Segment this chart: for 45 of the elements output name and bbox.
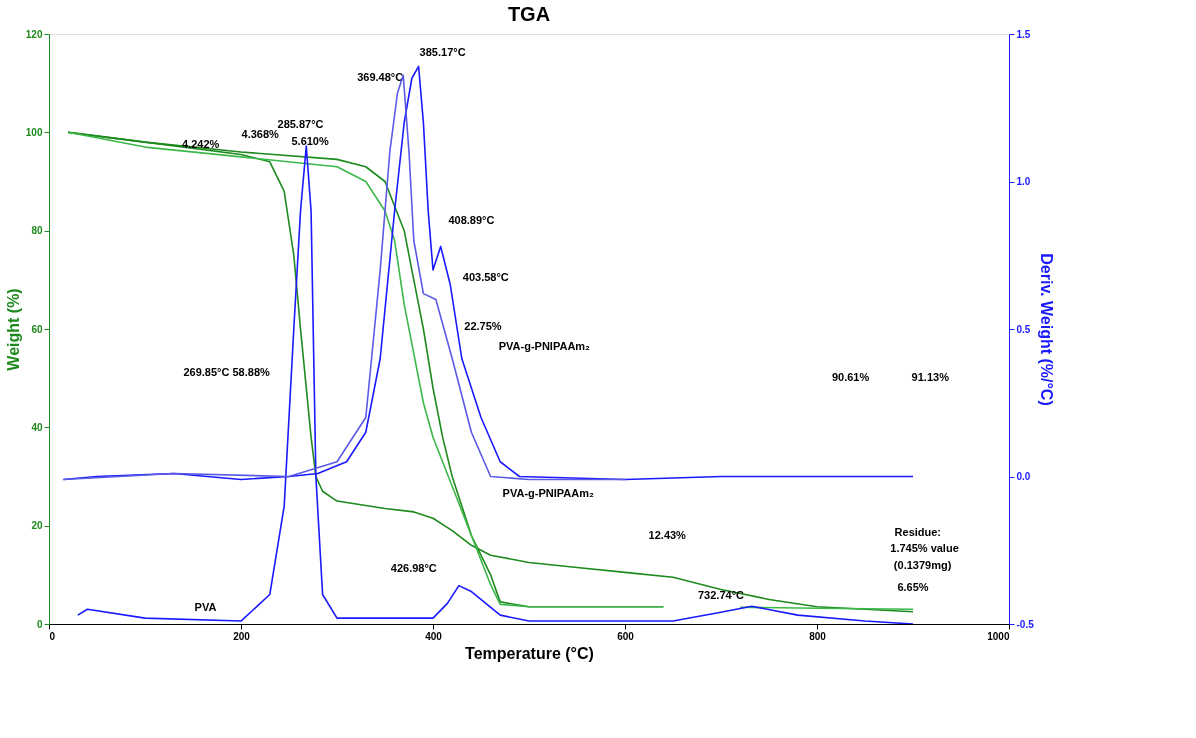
- y2-tick-label: 1.0: [1016, 176, 1031, 187]
- annotation: 369.48°C: [357, 71, 404, 84]
- annotation: 4.368%: [241, 127, 280, 140]
- annotation: 22.75%: [464, 319, 502, 332]
- y2-tick-label: -0.5: [1016, 618, 1035, 630]
- annotation: 91.13%: [911, 370, 950, 383]
- annotation: 426.98°C: [390, 562, 437, 575]
- annotation: 12.43%: [648, 529, 687, 542]
- y-tick-label: 100: [25, 126, 43, 138]
- x-tick-label: 600: [617, 630, 635, 642]
- annotation: 90.61%: [831, 370, 870, 383]
- x-tick-label: 200: [233, 630, 251, 642]
- y2-tick-label: 0.0: [1016, 471, 1031, 482]
- x-tick-label: 400: [425, 630, 443, 642]
- y2-tick-label: 0.5: [1016, 323, 1031, 335]
- annotation: PVA-g-PNIPAAm₂: [498, 339, 591, 352]
- annotation: 403.58°C: [462, 270, 509, 283]
- annotation: 385.17°C: [419, 46, 466, 59]
- y-tick-label: 0: [36, 618, 43, 630]
- annotation: 269.85°C 58.88%: [183, 366, 270, 379]
- y-tick-label: 40: [31, 421, 43, 433]
- annotation: 1.745% value: [890, 542, 959, 555]
- annotation: 6.65%: [897, 581, 929, 594]
- y-axis-title: Weight (%): [4, 288, 22, 371]
- annotation: 408.89°C: [448, 214, 495, 227]
- x-tick-label: 0: [49, 630, 56, 642]
- x-tick-label: 800: [809, 630, 827, 642]
- x-axis-title: Temperature (°C): [465, 644, 594, 662]
- annotation: 732.74°C: [698, 589, 745, 602]
- line-series: [62, 74, 626, 481]
- y2-axis-title: Deriv. Weight (%/°C): [1037, 253, 1055, 406]
- annotation: 4.242%: [182, 137, 220, 150]
- annotation: 285.87°C: [277, 117, 324, 130]
- x-tick-label: 1000: [987, 630, 1010, 642]
- y2-tick-label: 1.5: [1016, 28, 1031, 40]
- annotation: 5.610%: [291, 134, 329, 147]
- y-tick-label: 20: [31, 520, 43, 532]
- annotation: Residue:: [894, 526, 942, 539]
- y-tick-label: 80: [31, 225, 43, 237]
- y-tick-label: 120: [25, 28, 43, 40]
- annotation: PVA-g-PNIPAAm₂: [502, 486, 594, 499]
- y-tick-label: 60: [31, 323, 43, 335]
- annotation: (0.1379mg): [893, 558, 952, 571]
- chart-title: TGA: [507, 3, 551, 25]
- annotation: PVA: [194, 601, 217, 614]
